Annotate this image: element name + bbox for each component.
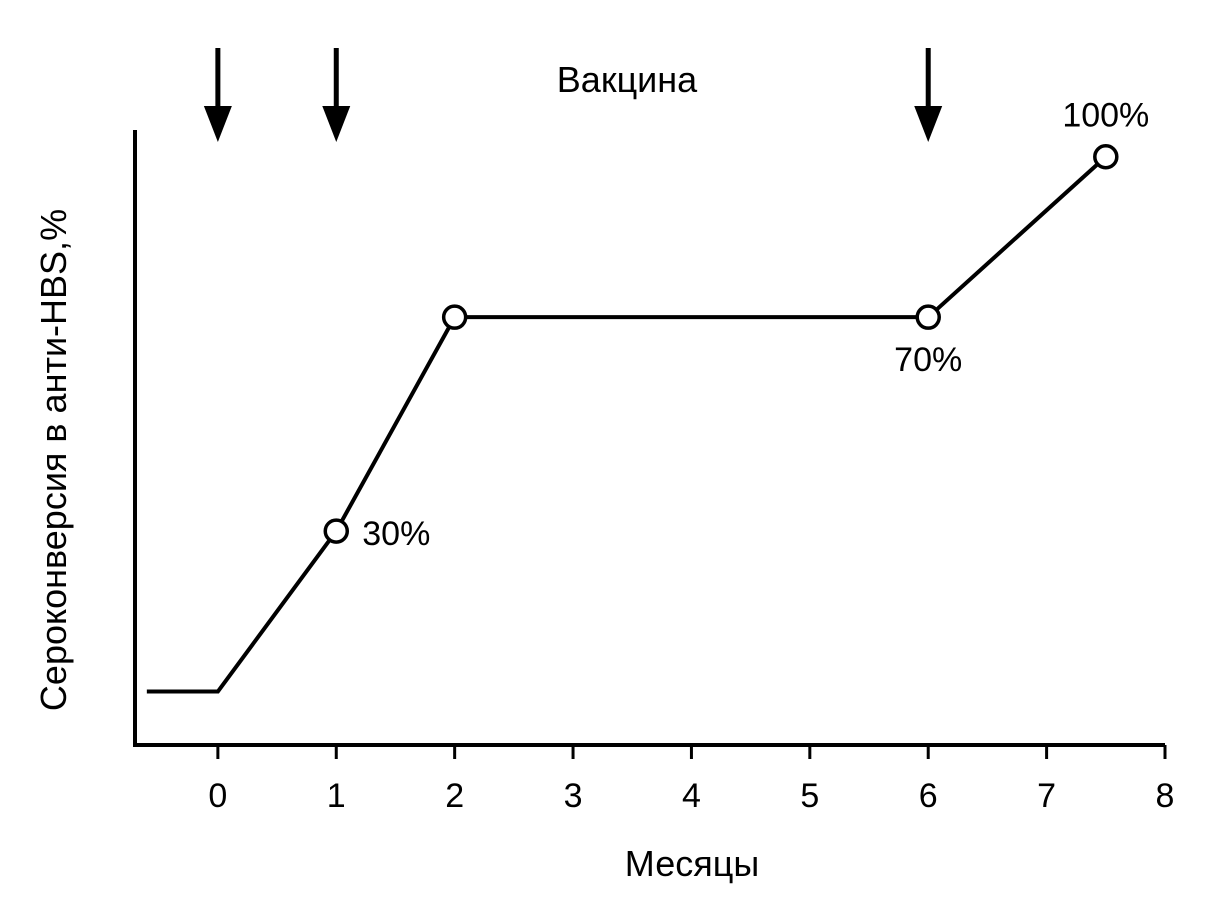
vaccine-arrow-head	[322, 106, 351, 142]
x-tick-label: 2	[445, 777, 464, 815]
x-tick-label: 4	[682, 777, 701, 815]
data-label: 70%	[894, 341, 962, 379]
data-point	[323, 518, 350, 544]
x-ticks: 0 1 2 3 4 5 6 7 8	[208, 745, 1174, 815]
vaccine-arrow-head	[914, 106, 943, 142]
data-point	[1093, 143, 1119, 170]
series-line	[146, 155, 1108, 694]
x-tick-label: 6	[919, 777, 938, 815]
x-tick-label: 0	[208, 777, 227, 815]
markers	[323, 143, 1119, 544]
y-axis-label: Сероконверсия в анти-HBS,%	[33, 209, 74, 711]
data-labels: 30% 70% 100%	[362, 97, 1149, 553]
x-tick-label: 3	[564, 777, 583, 815]
data-label: 30%	[362, 515, 430, 553]
axes	[133, 130, 1165, 747]
x-tick-label: 8	[1156, 777, 1175, 815]
vaccine-arrows	[203, 48, 943, 142]
x-tick-label: 1	[327, 777, 346, 815]
data-label: 100%	[1062, 97, 1149, 135]
vaccine-annotation: Вакцина	[557, 59, 698, 100]
vaccine-arrow-head	[203, 106, 232, 142]
x-tick-label: 5	[800, 777, 819, 815]
x-axis-label: Месяцы	[625, 843, 759, 884]
x-tick-label: 7	[1037, 777, 1056, 815]
data-point	[441, 304, 468, 330]
data-point	[915, 304, 941, 330]
series-polyline	[146, 155, 1108, 694]
